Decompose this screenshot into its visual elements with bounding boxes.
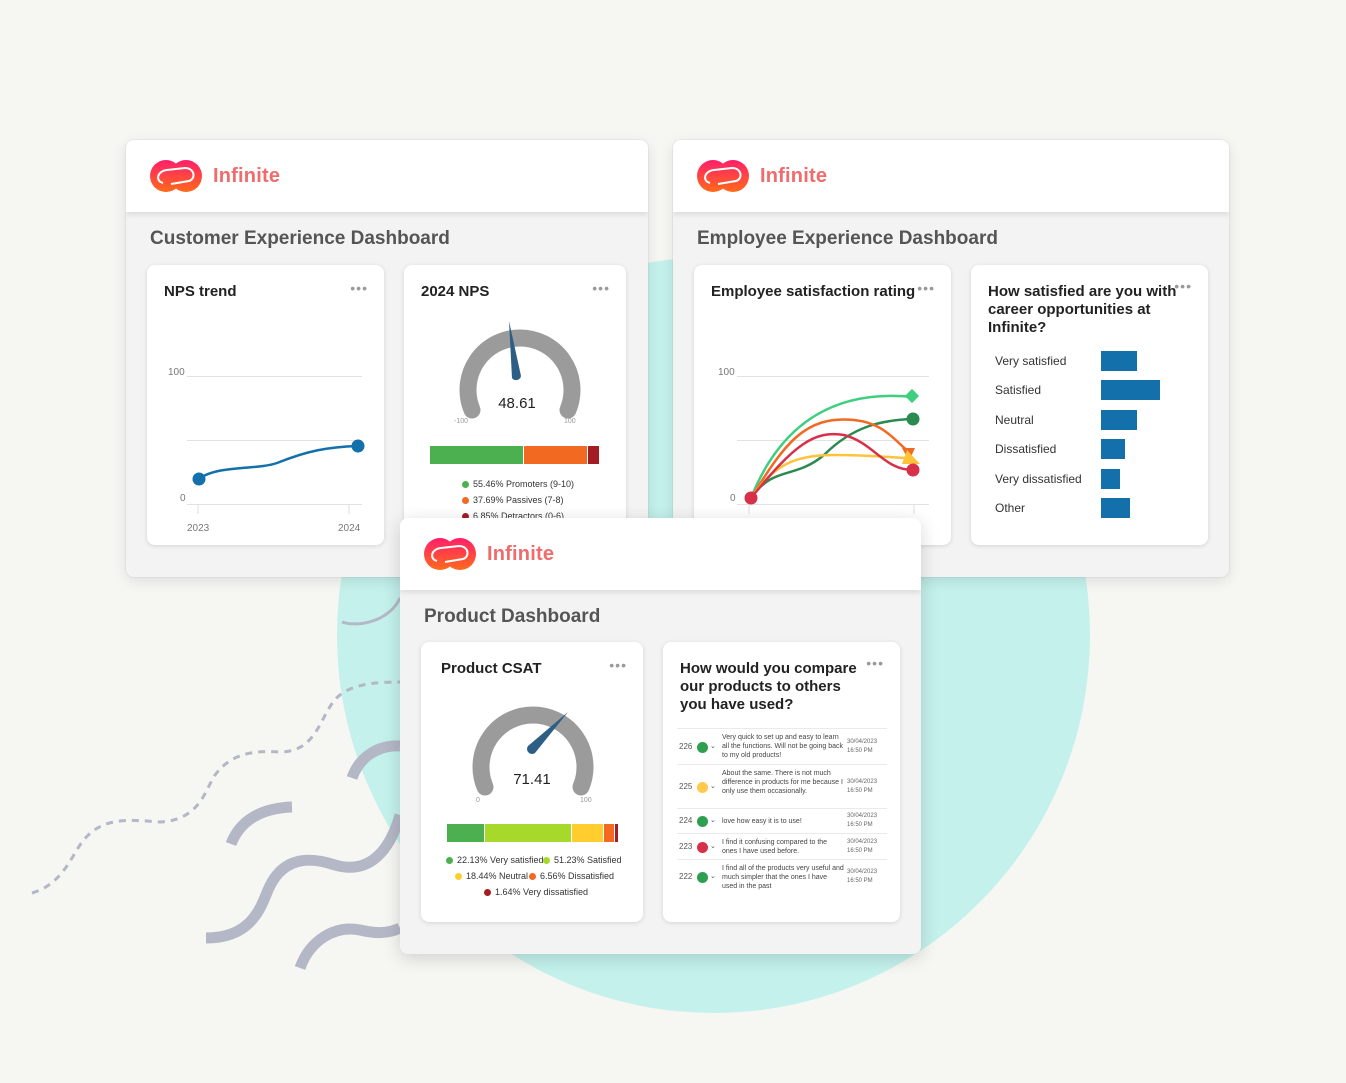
dashboard-title: Customer Experience Dashboard — [150, 228, 450, 249]
employee-satisfaction-lines — [744, 388, 920, 514]
legend-satisfied: 51.23% Satisfied — [543, 855, 622, 865]
more-options-icon[interactable]: ••• — [866, 655, 884, 671]
gauge-value: 71.41 — [513, 771, 551, 788]
employee-experience-window: Infinite Employee Experience Dashboard E… — [673, 140, 1229, 577]
infinite-logo-icon — [150, 160, 202, 192]
infinite-logo-icon — [424, 538, 476, 570]
gauge-max: 100 — [564, 418, 576, 425]
x-axis — [737, 504, 929, 505]
window-header: Infinite — [673, 140, 1229, 212]
more-options-icon[interactable]: ••• — [592, 280, 610, 296]
chevron-down-icon[interactable]: ⌄ — [710, 843, 716, 850]
nps-breakdown-bar — [430, 446, 600, 464]
detractors-segment — [588, 446, 600, 464]
happy-face-icon — [697, 816, 708, 827]
very-satisfied-segment — [447, 824, 485, 842]
x-axis — [187, 504, 362, 505]
brand-name: Infinite — [487, 542, 555, 565]
nps-trend-line — [192, 439, 365, 514]
csat-breakdown-bar — [447, 824, 618, 842]
response-row-225[interactable]: 225 ⌄ About the same. There is not much … — [677, 764, 887, 808]
bar-row-very-dissatisfied: Very dissatisfied — [995, 469, 1120, 489]
more-options-icon[interactable]: ••• — [1174, 278, 1192, 294]
legend-passives: 37.69% Passives (7-8) — [462, 495, 564, 505]
happy-face-icon — [697, 872, 708, 883]
gridline — [187, 440, 362, 441]
nps-trend-card[interactable]: NPS trend ••• 100 0 2023 2024 — [147, 265, 384, 545]
gauge-value: 48.61 — [498, 395, 536, 412]
angry-face-icon — [697, 842, 708, 853]
card-title: Product CSAT — [441, 660, 542, 677]
nps-gauge — [459, 321, 581, 419]
passives-segment — [524, 446, 589, 464]
card-title: How would you compare our products to ot… — [680, 660, 857, 713]
gridline — [187, 376, 362, 377]
card-title: 2024 NPS — [421, 283, 490, 300]
neutral-face-icon — [697, 782, 708, 793]
card-title: How satisfied are you with career opport… — [988, 283, 1177, 336]
legend-neutral: 18.44% Neutral — [455, 871, 528, 881]
y-tick-max: 100 — [718, 367, 735, 378]
window-header: Infinite — [400, 518, 921, 590]
gauge-max: 100 — [580, 797, 592, 804]
career-opportunities-card[interactable]: How satisfied are you with career opport… — [971, 265, 1208, 545]
bar-row-dissatisfied: Dissatisfied — [995, 439, 1125, 459]
gridline — [737, 376, 929, 377]
bar-row-neutral: Neutral — [995, 410, 1137, 430]
response-row-226[interactable]: 226 ⌄ Very quick to set up and easy to l… — [677, 728, 887, 764]
neutral-segment — [572, 824, 604, 842]
bar-row-satisfied: Satisfied — [995, 380, 1160, 400]
brand-name: Infinite — [760, 164, 828, 187]
dashboard-title: Employee Experience Dashboard — [697, 228, 998, 249]
card-title: Employee satisfaction rating — [711, 283, 916, 300]
satisfied-segment — [484, 824, 573, 842]
brand-logo[interactable]: Infinite — [149, 159, 280, 193]
bar-row-other: Other — [995, 498, 1130, 518]
happy-face-icon — [697, 742, 708, 753]
y-tick-min: 0 — [180, 493, 186, 504]
chevron-down-icon[interactable]: ⌄ — [710, 783, 716, 790]
response-row-222[interactable]: 222 ⌄ I find all of the products very us… — [677, 859, 887, 895]
chevron-down-icon[interactable]: ⌄ — [710, 873, 716, 880]
gauge-min: 0 — [476, 797, 480, 804]
product-csat-card[interactable]: Product CSAT ••• 71.41 0 100 22.13% Very… — [421, 642, 643, 922]
y-tick-max: 100 — [168, 367, 185, 378]
more-options-icon[interactable]: ••• — [350, 280, 368, 296]
more-options-icon[interactable]: ••• — [917, 280, 935, 296]
bar-row-very-satisfied: Very satisfied — [995, 351, 1137, 371]
brand-logo[interactable]: Infinite — [423, 537, 554, 571]
x-tick-2024: 2024 — [338, 523, 361, 534]
brand-logo[interactable]: Infinite — [696, 159, 827, 193]
dashboard-title: Product Dashboard — [424, 606, 601, 627]
x-tick-2023: 2023 — [187, 523, 210, 534]
card-title: NPS trend — [164, 283, 237, 300]
promoters-segment — [430, 446, 525, 464]
dissatisfied-segment — [603, 824, 616, 842]
legend-promoters: 55.46% Promoters (9-10) — [462, 479, 574, 489]
y-tick-min: 0 — [730, 493, 736, 504]
more-options-icon[interactable]: ••• — [609, 657, 627, 673]
chevron-down-icon[interactable]: ⌄ — [710, 743, 716, 750]
brand-name: Infinite — [213, 164, 281, 187]
legend-very-dissatisfied: 1.64% Very dissatisfied — [484, 887, 588, 897]
very-dissatisfied-segment — [615, 824, 618, 842]
product-window: Infinite Product Dashboard Product CSAT … — [400, 518, 921, 954]
legend-detractors: 6.85% Detractors (0-6) — [462, 511, 564, 521]
legend-dissatisfied: 6.56% Dissatisfied — [529, 871, 614, 881]
employee-satisfaction-card[interactable]: Employee satisfaction rating ••• 100 0 — [694, 265, 951, 545]
csat-gauge — [472, 706, 594, 796]
customer-experience-window: Infinite Customer Experience Dashboard N… — [126, 140, 648, 577]
response-row-223[interactable]: 223 ⌄ I find it confusing compared to th… — [677, 833, 887, 859]
legend-very-satisfied: 22.13% Very satisfied — [446, 855, 544, 865]
response-row-224[interactable]: 224 ⌄ love how easy it is to use! 30/04/… — [677, 808, 887, 833]
infinite-logo-icon — [697, 160, 749, 192]
window-header: Infinite — [126, 140, 648, 212]
gridline — [737, 440, 929, 441]
nps-2024-card[interactable]: 2024 NPS ••• 48.61 -100 100 55.46% Promo… — [404, 265, 626, 545]
gauge-min: -100 — [454, 418, 469, 425]
chevron-down-icon[interactable]: ⌄ — [710, 817, 716, 824]
compare-products-card[interactable]: How would you compare our products to ot… — [663, 642, 900, 922]
